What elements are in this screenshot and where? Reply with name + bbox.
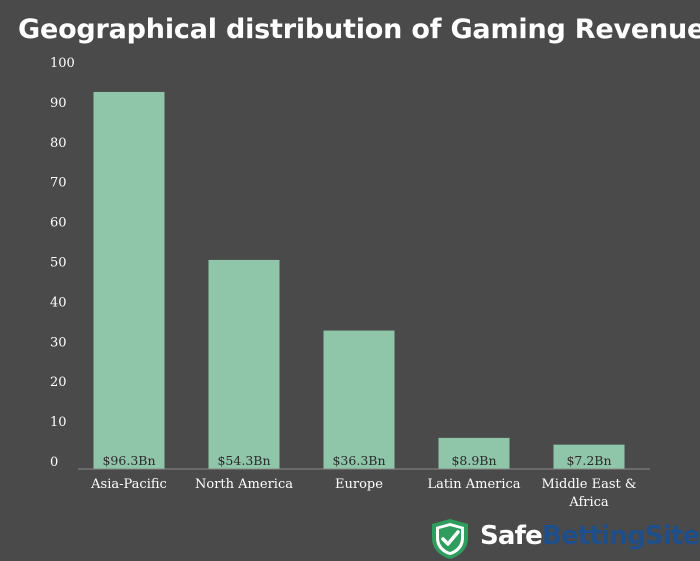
- bar: [93, 91, 165, 469]
- data-label: $7.2Bn: [566, 453, 611, 468]
- x-tick-label: Europe: [335, 477, 383, 492]
- bar: [208, 259, 280, 469]
- x-tick-label: Latin America: [427, 477, 520, 492]
- y-tick-label: 70: [50, 176, 67, 191]
- y-tick-label: 50: [50, 256, 67, 271]
- y-tick-label: 80: [50, 136, 67, 151]
- data-label: $54.3Bn: [217, 453, 270, 468]
- y-tick-label: 90: [50, 96, 67, 111]
- shield-check-icon: [432, 519, 468, 559]
- brand-logo: SafeBettingSites: [430, 518, 700, 559]
- brand-name-part1: Safe: [480, 521, 543, 551]
- x-tick-label: Asia-Pacific: [90, 477, 167, 492]
- data-label: $8.9Bn: [451, 453, 496, 468]
- brand-name-part2: BettingSites: [542, 521, 700, 551]
- bar: [323, 330, 395, 469]
- x-tick-label: Middle East & Africa: [542, 477, 637, 510]
- y-tick-label: 30: [50, 335, 67, 350]
- x-tick-label: North America: [195, 477, 293, 492]
- bars: [93, 91, 625, 469]
- data-label: $96.3Bn: [102, 453, 155, 468]
- y-tick-label: 100: [50, 56, 75, 71]
- y-tick-label: 10: [50, 415, 67, 430]
- x-axis: Asia-Pacific North America Europe Latin Ame…: [90, 477, 636, 510]
- chart-title: Geographical distribution of Gaming Reve…: [18, 14, 700, 45]
- y-tick-label: 0: [50, 455, 58, 470]
- y-tick-label: 40: [50, 295, 67, 310]
- y-axis: 0 10 20 30 40 50 60 70 80 90 100: [50, 56, 75, 470]
- y-tick-label: 20: [50, 375, 67, 390]
- y-tick-label: 60: [50, 216, 67, 231]
- data-label: $36.3Bn: [332, 453, 385, 468]
- bar: [438, 437, 510, 469]
- bar: [553, 444, 625, 469]
- data-labels: $96.3Bn $54.3Bn $36.3Bn $8.9Bn $7.2Bn: [102, 453, 611, 468]
- brand-name: SafeBettingSites: [480, 521, 700, 551]
